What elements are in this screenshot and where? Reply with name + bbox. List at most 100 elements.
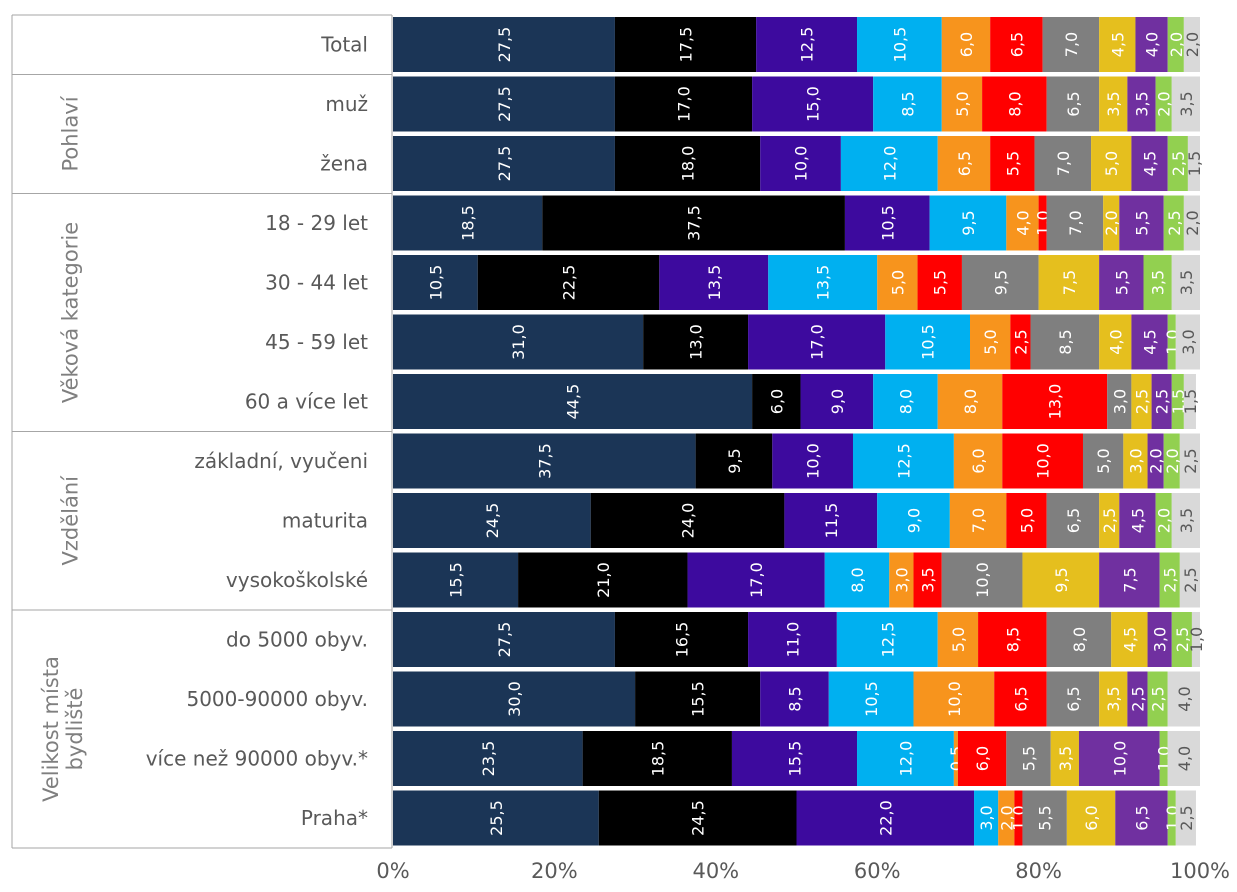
bar-segment bbox=[1107, 374, 1132, 429]
data-label: 8,5 bbox=[898, 91, 917, 116]
data-label: 27,5 bbox=[495, 146, 514, 182]
bar-segment bbox=[1046, 76, 1100, 132]
bar-segment bbox=[877, 493, 950, 548]
data-label: 23,5 bbox=[479, 741, 498, 777]
data-label: 7,5 bbox=[1120, 567, 1139, 592]
data-label: 3,5 bbox=[1177, 508, 1196, 533]
data-label: 2,5 bbox=[1149, 686, 1168, 711]
x-tick-label: 100% bbox=[1170, 859, 1230, 883]
data-label: 5,0 bbox=[888, 270, 907, 295]
data-label: 3,5 bbox=[1177, 270, 1196, 295]
data-label: 27,5 bbox=[495, 86, 514, 122]
data-label: 2,0 bbox=[1183, 32, 1202, 57]
bar-segment bbox=[889, 552, 914, 608]
data-label: 2,5 bbox=[1132, 389, 1151, 414]
bar-segment bbox=[1187, 136, 1200, 191]
bar-segment bbox=[1171, 255, 1200, 310]
data-label: 6,0 bbox=[969, 448, 988, 473]
bar-segment bbox=[1099, 552, 1160, 608]
data-label: 6,5 bbox=[1064, 91, 1083, 116]
data-label: 27,5 bbox=[495, 27, 514, 63]
data-label: 8,0 bbox=[961, 389, 980, 414]
data-label: 18,5 bbox=[459, 205, 478, 241]
bar-segment bbox=[796, 790, 975, 846]
data-label: 2,0 bbox=[997, 805, 1016, 830]
data-label: 7,0 bbox=[1066, 210, 1085, 235]
data-label: 10,0 bbox=[1034, 443, 1053, 479]
bar-segment bbox=[1038, 195, 1047, 251]
bar-segment bbox=[1127, 671, 1148, 727]
bar-segment bbox=[1147, 671, 1168, 727]
bar-segment bbox=[542, 195, 845, 251]
bar-segment bbox=[998, 790, 1015, 846]
data-label: 10,0 bbox=[945, 681, 964, 717]
bar-segment bbox=[1155, 493, 1172, 548]
data-label: 1,5 bbox=[1169, 389, 1188, 414]
data-label: 2,0 bbox=[1167, 32, 1186, 57]
data-label: 17,0 bbox=[747, 562, 766, 598]
data-label: 7,0 bbox=[1062, 32, 1081, 57]
bar-segment bbox=[393, 731, 583, 786]
bar-segment bbox=[1002, 374, 1108, 429]
bar-segment bbox=[1038, 255, 1100, 310]
bar-segment bbox=[1042, 17, 1100, 72]
bar-segment bbox=[913, 671, 995, 727]
bar-segment bbox=[885, 314, 971, 370]
bar-segment bbox=[1022, 552, 1100, 608]
bar-segment bbox=[1151, 374, 1172, 429]
bar-segment bbox=[1002, 433, 1083, 489]
data-label: 1,5 bbox=[1181, 389, 1200, 414]
data-label: 13,0 bbox=[687, 324, 706, 360]
bar-segment bbox=[1099, 314, 1132, 370]
bar-segment bbox=[828, 671, 914, 727]
data-label: 10,0 bbox=[973, 562, 992, 598]
bar-segment bbox=[941, 76, 983, 132]
data-label: 13,5 bbox=[814, 265, 833, 301]
data-label: 6,0 bbox=[973, 746, 992, 771]
data-label: 3,0 bbox=[1179, 329, 1198, 354]
data-label: 8,0 bbox=[896, 389, 915, 414]
bar-segment bbox=[1022, 790, 1067, 846]
bar-segment bbox=[1006, 731, 1051, 786]
bar-segment bbox=[929, 195, 1007, 251]
bar-segment bbox=[840, 136, 938, 191]
x-tick-label: 20% bbox=[531, 859, 578, 883]
bar-segment bbox=[590, 493, 785, 548]
bar-segment bbox=[953, 731, 958, 786]
data-label: 4,0 bbox=[1175, 686, 1194, 711]
data-label: 44,5 bbox=[564, 384, 583, 420]
bar-segment bbox=[1115, 790, 1168, 846]
data-label: 4,5 bbox=[1120, 627, 1139, 652]
data-label: 2,5 bbox=[1128, 686, 1147, 711]
bar-segment bbox=[1179, 552, 1200, 608]
data-label: 12,0 bbox=[880, 146, 899, 182]
data-label: 8,0 bbox=[1005, 91, 1024, 116]
bar-segment bbox=[1163, 433, 1180, 489]
bar-segment bbox=[1091, 136, 1132, 191]
data-label: 27,5 bbox=[495, 622, 514, 658]
data-label: 17,0 bbox=[675, 86, 694, 122]
bar-segment bbox=[635, 671, 761, 727]
data-label: 7,5 bbox=[1060, 270, 1079, 295]
data-label: 2,5 bbox=[1181, 567, 1200, 592]
row-label: více než 90000 obyv.* bbox=[146, 747, 368, 771]
x-tick-label: 80% bbox=[1015, 859, 1062, 883]
bar-segment bbox=[1167, 314, 1176, 370]
data-label: 7,0 bbox=[1054, 151, 1073, 176]
data-label: 31,0 bbox=[509, 324, 528, 360]
bar-segment bbox=[961, 255, 1039, 310]
x-tick-label: 40% bbox=[692, 859, 739, 883]
bar-segment bbox=[873, 76, 942, 132]
data-label: 2,5 bbox=[1161, 567, 1180, 592]
bar-segment bbox=[393, 612, 615, 667]
data-label: 15,5 bbox=[785, 741, 804, 777]
row-label: Total bbox=[320, 33, 368, 57]
bar-segment bbox=[917, 255, 962, 310]
bar-segment bbox=[1066, 790, 1116, 846]
bar-segment bbox=[393, 552, 519, 608]
bar-segment bbox=[844, 195, 930, 251]
data-label: 12,5 bbox=[894, 443, 913, 479]
data-label: 5,5 bbox=[1036, 805, 1055, 830]
data-label: 3,0 bbox=[977, 805, 996, 830]
bar-segment bbox=[836, 612, 938, 667]
